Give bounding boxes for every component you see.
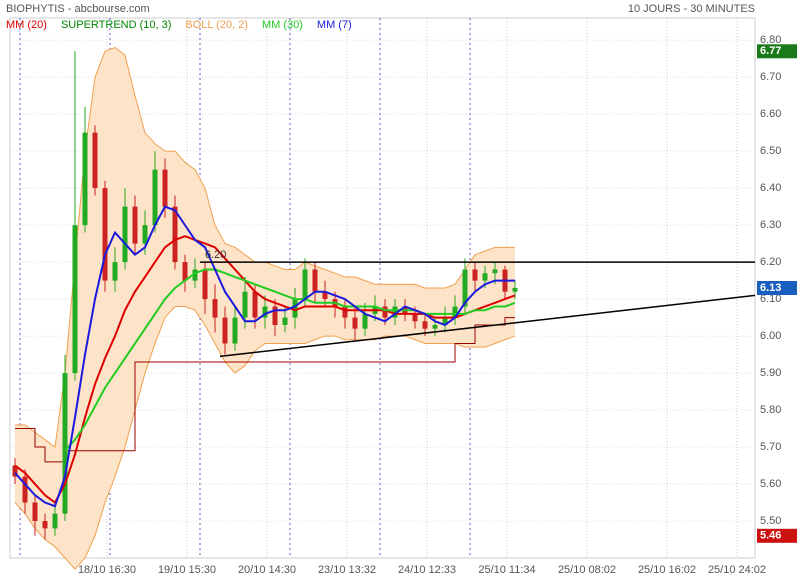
candle-body <box>42 521 48 529</box>
y-tick-label: 6.20 <box>760 256 781 268</box>
candle-body <box>252 291 258 318</box>
legend-entry: MM (7) <box>317 19 352 31</box>
chart-subtitle: 10 JOURS - 30 MINUTES <box>628 3 755 15</box>
candle-body <box>382 306 388 318</box>
candle-body <box>462 269 468 307</box>
candle-body <box>262 306 268 318</box>
x-tick-label: 25/10 24:02 <box>708 564 766 576</box>
trend-line <box>219 294 756 358</box>
x-tick-label: 24/10 12:33 <box>398 564 456 576</box>
supertrend-line <box>15 317 515 463</box>
candle-body <box>412 313 418 322</box>
candle-body <box>272 306 278 325</box>
y-tick-label: 6.40 <box>760 182 781 194</box>
y-tick-label: 6.30 <box>760 219 781 231</box>
candle-body <box>62 373 68 514</box>
candle-body <box>452 306 458 318</box>
price-badge <box>757 528 797 543</box>
x-tick-label: 19/10 15:30 <box>158 564 216 576</box>
candle-body <box>122 206 128 263</box>
candle-body <box>352 317 358 329</box>
chart-title: BIOPHYTIS - abcbourse.com <box>6 3 150 15</box>
candle-body <box>172 206 178 263</box>
candle-body <box>292 299 298 318</box>
candle-body <box>342 306 348 318</box>
candle-body <box>152 169 158 226</box>
legend-entry: MM (20) <box>6 19 47 31</box>
candle-body <box>52 513 58 529</box>
y-tick-label: 6.10 <box>760 293 781 305</box>
y-tick-label: 5.50 <box>760 515 781 527</box>
candle-body <box>132 206 138 244</box>
candle-body <box>432 324 438 329</box>
moving-average <box>14 235 516 505</box>
legend-entry: MM (30) <box>262 19 303 31</box>
y-tick-label: 6.80 <box>760 34 781 46</box>
price-badge-label: 6.77 <box>760 45 781 57</box>
y-tick-label: 5.90 <box>760 367 781 379</box>
x-tick-label: 18/10 16:30 <box>78 564 136 576</box>
x-tick-label: 23/10 13:32 <box>318 564 376 576</box>
y-tick-label: 6.00 <box>760 330 781 342</box>
candle-body <box>362 313 368 329</box>
candle-body <box>312 269 318 292</box>
candle-body <box>72 225 78 374</box>
candle-body <box>112 262 118 281</box>
moving-average <box>64 268 516 452</box>
x-tick-label: 25/10 11:34 <box>478 564 535 576</box>
moving-average <box>14 205 515 508</box>
y-tick-label: 6.60 <box>760 108 781 120</box>
price-badge-label: 5.46 <box>760 530 781 542</box>
price-badge-label: 6.13 <box>760 282 781 294</box>
y-tick-label: 5.60 <box>760 478 781 490</box>
candle-body <box>512 288 518 292</box>
candle-body <box>102 188 108 281</box>
candle-body <box>282 317 288 325</box>
y-tick-label: 5.80 <box>760 404 781 416</box>
candle-body <box>322 291 328 300</box>
candle-body <box>212 299 218 318</box>
y-tick-label: 5.70 <box>760 441 781 453</box>
candle-body <box>492 269 498 274</box>
candle-body <box>32 502 38 522</box>
candle-body <box>442 317 448 325</box>
y-tick-label: 6.70 <box>760 71 781 83</box>
candle-body <box>142 225 148 244</box>
candle-body <box>232 317 238 344</box>
x-tick-label: 25/10 08:02 <box>558 564 616 576</box>
candle-body <box>392 306 398 318</box>
candle-body <box>182 262 188 281</box>
legend-entry: BOLL (20, 2) <box>185 19 248 31</box>
candle-body <box>482 273 488 281</box>
x-tick-label: 25/10 16:02 <box>638 564 696 576</box>
candle-body <box>92 132 98 189</box>
resistance-label: 6.20 <box>205 249 226 261</box>
price-badge <box>757 44 797 59</box>
y-tick-label: 6.50 <box>760 145 781 157</box>
candle-body <box>422 321 428 329</box>
candle-body <box>162 169 168 207</box>
x-tick-label: 20/10 14:30 <box>238 564 296 576</box>
candle-body <box>192 269 198 281</box>
legend-entry: SUPERTREND (10, 3) <box>61 19 171 31</box>
candle-body <box>222 317 228 344</box>
candle-body <box>472 269 478 281</box>
candle-body <box>82 132 88 226</box>
candle-body <box>242 291 248 318</box>
candle-body <box>12 465 18 477</box>
price-badge <box>757 281 797 295</box>
candle-body <box>302 269 308 300</box>
candle-body <box>22 476 28 503</box>
plot-frame <box>9 17 756 559</box>
candle-body <box>202 269 208 300</box>
bollinger-lower <box>14 305 516 570</box>
